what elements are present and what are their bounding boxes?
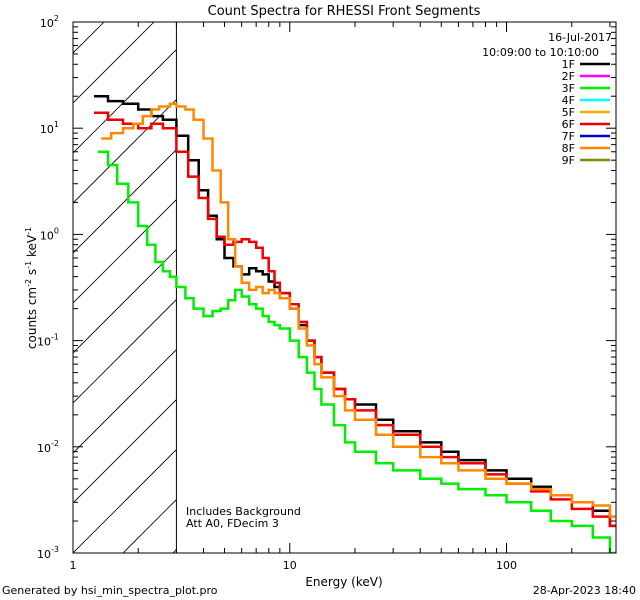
date-label: 16-Jul-2017 (548, 31, 612, 44)
hatch-line (73, 22, 155, 104)
legend-label-9F: 9F (562, 154, 575, 167)
x-tick-label: 100 (496, 559, 517, 572)
x-tick-label: 10 (283, 559, 297, 572)
legend-label-4F: 4F (562, 94, 575, 107)
legend-label-8F: 8F (562, 142, 575, 155)
note-attenuator: Att A0, FDecim 3 (186, 517, 279, 530)
x-tick-label: 1 (70, 559, 77, 572)
legend-label-7F: 7F (562, 130, 575, 143)
hatch-line (73, 449, 177, 553)
legend-label-1F: 1F (562, 58, 575, 71)
time-range-label: 10:09:00 to 10:10:00 (482, 46, 599, 59)
x-axis-label: Energy (keV) (305, 575, 382, 589)
hatch-line (73, 399, 177, 504)
hatch-line (73, 199, 177, 304)
y-axis-label: counts cm-2 s-1 keV-1 (24, 227, 39, 349)
attenuated-region-hatch (0, 0, 177, 553)
series-8F-line (101, 102, 616, 518)
series-6F-line (94, 111, 616, 528)
legend-label-3F: 3F (562, 82, 575, 95)
legend-label-5F: 5F (562, 106, 575, 119)
chart-title: Count Spectra for RHESSI Front Segments (208, 4, 481, 19)
footer-timestamp: 28-Apr-2023 18:40 (533, 584, 636, 597)
hatch-line (73, 49, 177, 154)
hatch-line (73, 249, 177, 354)
y-tick-label: 10-3 (37, 545, 59, 561)
y-tick-label: 100 (40, 226, 59, 242)
y-tick-label: 10-2 (37, 439, 59, 455)
hatch-line (0, 0, 123, 553)
plot-frame (72, 21, 617, 554)
y-tick-label: 102 (40, 14, 59, 30)
hatch-line (73, 299, 177, 404)
y-tick-label: 101 (40, 120, 59, 136)
series-3F-line (97, 150, 616, 553)
series-1F-line (94, 94, 616, 528)
hatch-line (73, 149, 177, 254)
legend-label-2F: 2F (562, 70, 575, 83)
legend-label-6F: 6F (562, 118, 575, 131)
footer-generated-by: Generated by hsi_min_spectra_plot.pro (2, 584, 218, 597)
y-tick-label: 10-1 (37, 333, 59, 349)
note-background: Includes Background (186, 505, 301, 518)
